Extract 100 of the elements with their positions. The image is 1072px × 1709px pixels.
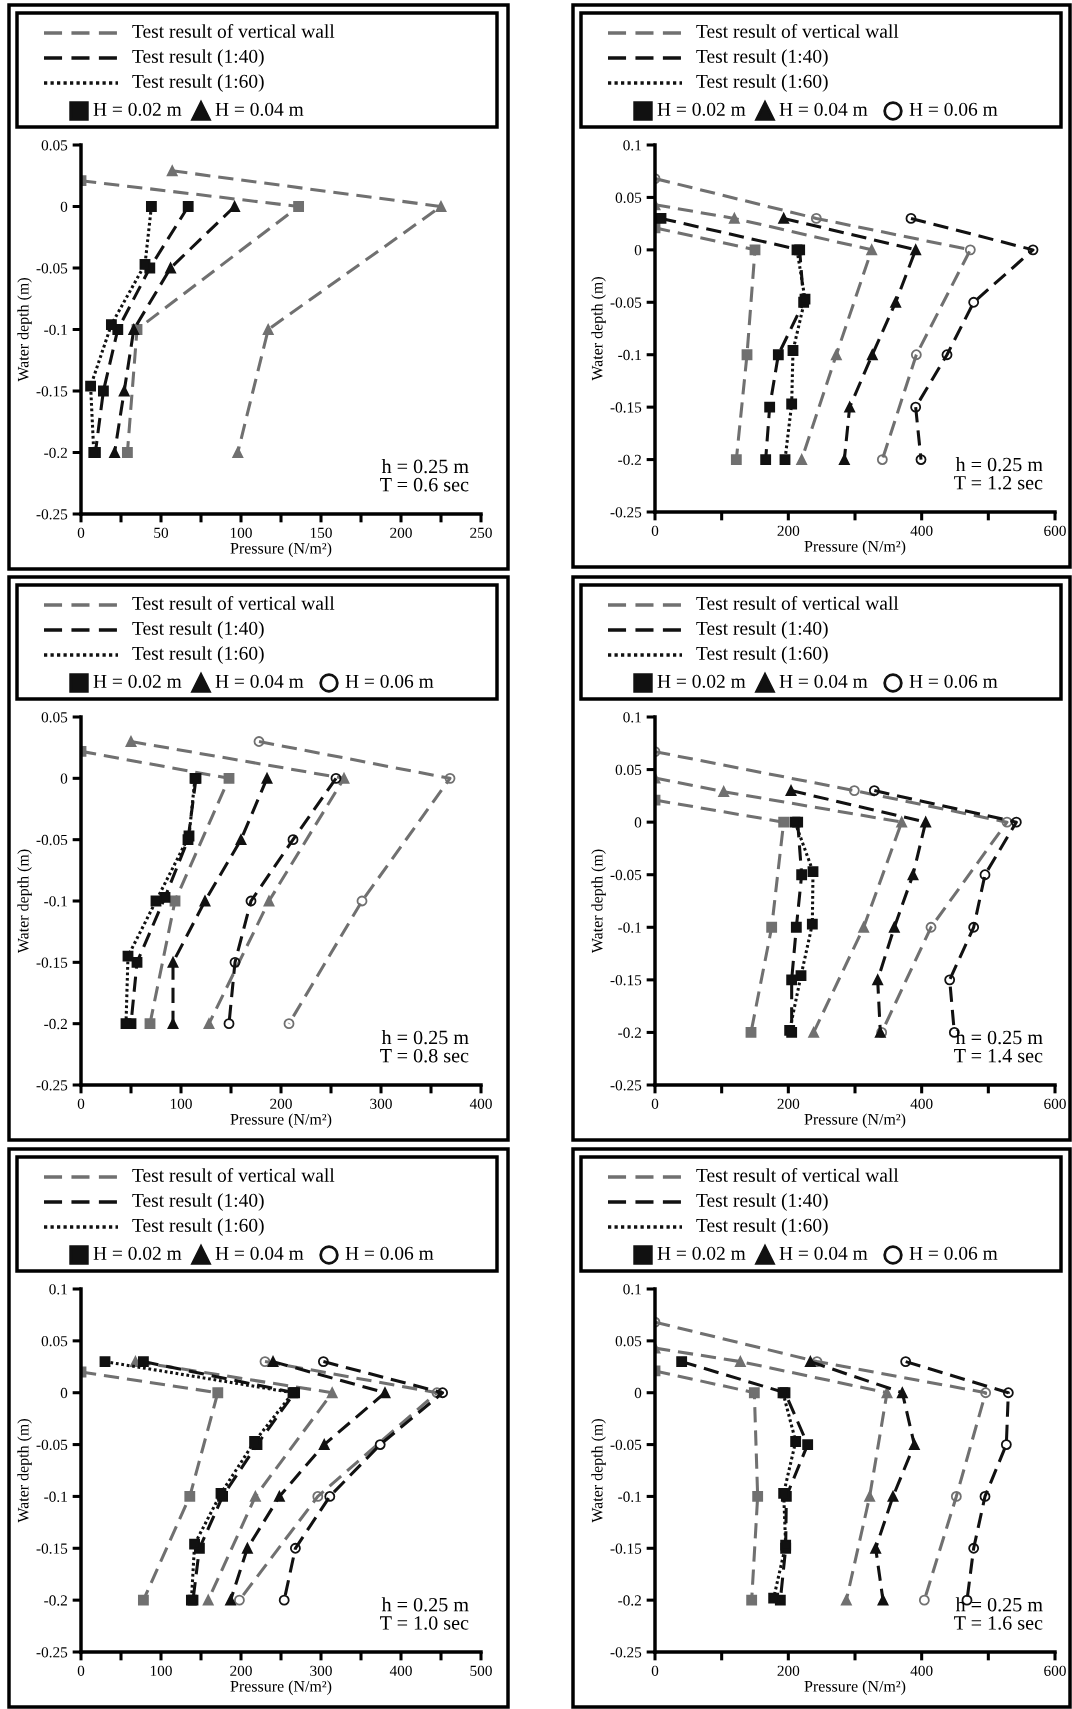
annotation: h = 0.25 m <box>381 459 469 474</box>
x-tick-label: 200 <box>270 1098 292 1109</box>
y-axis-title: Water depth (m) <box>17 1419 32 1523</box>
y-tick-label: -0.05 <box>610 297 642 308</box>
legend-label: Test result of vertical wall <box>696 595 899 610</box>
x-tick-label: 100 <box>230 527 252 538</box>
text: H = 0.06 m <box>345 1246 434 1260</box>
x-tick-label: 0 <box>77 1665 85 1676</box>
y-tick-label: -0.15 <box>610 1543 642 1554</box>
legend-label: Test result of vertical wall <box>132 595 335 610</box>
text: H = 0.06 m <box>909 1246 998 1260</box>
y-tick-label: -0.25 <box>610 1080 642 1091</box>
x-tick-label: 200 <box>390 527 412 538</box>
text: H = 0.06 m <box>909 674 998 688</box>
x-tick-label: 200 <box>777 1098 800 1109</box>
y-tick-label: 0 <box>60 773 68 784</box>
y-tick-label: 0.05 <box>41 712 68 723</box>
y-tick-label: -0.15 <box>36 1543 68 1554</box>
y-axis-title: Water depth (m) <box>591 277 606 381</box>
y-tick-label: -0.2 <box>618 1027 641 1038</box>
y-tick-label: 0.05 <box>615 764 642 776</box>
y-tick-label: 0 <box>634 1387 642 1399</box>
legend-label: Test result of vertical wall <box>696 23 899 38</box>
legend-label: Test result (1:60) <box>696 74 828 92</box>
x-axis-title: Pressure (N/m²) <box>804 1113 906 1128</box>
y-tick-label: -0.2 <box>44 447 67 459</box>
legend-label: Test result (1:60) <box>132 646 264 664</box>
y-tick-label: 0 <box>634 817 642 828</box>
x-axis-title: Pressure (N/m²) <box>804 540 906 555</box>
annotation: T = 0.6 sec <box>380 477 469 492</box>
x-tick-label: 200 <box>230 1665 252 1676</box>
y-tick-label: -0.1 <box>44 896 67 907</box>
annotation: h = 0.25 m <box>955 457 1043 472</box>
text: H = 0.06 m <box>345 674 434 688</box>
x-tick-label: 400 <box>910 1665 933 1676</box>
x-tick-label: 0 <box>77 1098 85 1109</box>
y-tick-label: -0.1 <box>44 324 67 336</box>
y-tick-label: -0.05 <box>610 869 642 881</box>
x-axis-title: Pressure (N/m²) <box>230 1680 332 1695</box>
x-tick-label: 600 <box>1044 1098 1066 1109</box>
annotation: T = 1.2 sec <box>954 476 1043 490</box>
legend-label: Test result (1:40) <box>132 621 264 639</box>
y-tick-label: -0.05 <box>610 1439 642 1451</box>
x-tick-label: 400 <box>469 1098 492 1109</box>
y-axis-title: Water depth (m) <box>591 1419 606 1523</box>
legend-label: Test result (1:60) <box>696 646 828 664</box>
y-tick-label: -0.2 <box>44 1018 67 1030</box>
x-tick-label: 0 <box>651 1665 659 1676</box>
text: H = 0.04 m <box>779 102 868 116</box>
x-tick-label: 50 <box>154 527 169 538</box>
text: H = 0.02 m <box>657 1246 746 1260</box>
annotation: T = 1.0 sec <box>380 1616 469 1630</box>
text: H = 0.02 m <box>93 674 182 688</box>
x-tick-label: 0 <box>77 527 85 538</box>
x-axis-title: Pressure (N/m²) <box>230 542 332 557</box>
legend-label: Test result (1:40) <box>132 49 264 67</box>
x-tick-label: 400 <box>389 1665 412 1676</box>
legend-label: Test result (1:40) <box>696 49 828 67</box>
legend-label: Test result (1:60) <box>132 1218 264 1236</box>
y-tick-label: -0.25 <box>610 1647 642 1658</box>
y-tick-label: -0.25 <box>36 1080 68 1091</box>
text: H = 0.02 m <box>93 1246 182 1260</box>
legend-label: Test result (1:60) <box>696 1218 828 1236</box>
x-tick-label: 150 <box>310 527 332 538</box>
y-tick-label: 0.05 <box>41 140 68 151</box>
y-tick-label: 0 <box>634 245 642 256</box>
text: H = 0.06 m <box>909 102 998 116</box>
y-tick-label: 0 <box>60 1387 68 1399</box>
y-tick-label: -0.1 <box>618 1491 641 1502</box>
y-tick-label: 0 <box>60 201 68 212</box>
legend-label: Test result of vertical wall <box>132 1167 335 1182</box>
y-tick-label: -0.1 <box>618 349 641 361</box>
y-tick-label: -0.15 <box>36 386 68 397</box>
y-tick-label: 0.05 <box>615 1336 642 1347</box>
text: H = 0.02 m <box>657 102 746 116</box>
x-tick-label: 200 <box>777 525 800 536</box>
y-tick-label: -0.15 <box>36 957 68 968</box>
legend-label: Test result of vertical wall <box>696 1167 899 1182</box>
annotation: T = 0.8 sec <box>380 1048 469 1063</box>
x-tick-label: 400 <box>910 525 933 536</box>
x-tick-label: 100 <box>150 1665 172 1676</box>
y-tick-label: -0.25 <box>36 1647 68 1658</box>
y-tick-label: -0.2 <box>44 1595 67 1606</box>
x-tick-label: 600 <box>1044 525 1066 536</box>
legend-label: Test result (1:40) <box>132 1193 264 1211</box>
text: H = 0.02 m <box>657 674 746 688</box>
y-tick-label: 0.05 <box>41 1336 68 1347</box>
text: H = 0.04 m <box>215 102 304 116</box>
annotation: h = 0.25 m <box>381 1030 469 1045</box>
annotation: h = 0.25 m <box>381 1597 469 1612</box>
annotation: T = 1.6 sec <box>954 1616 1043 1630</box>
y-tick-label: -0.1 <box>44 1491 67 1502</box>
y-tick-label: -0.05 <box>36 263 68 274</box>
text: H = 0.04 m <box>215 674 304 688</box>
text: H = 0.04 m <box>215 1246 304 1260</box>
x-axis-title: Pressure (N/m²) <box>804 1680 906 1695</box>
x-tick-label: 500 <box>470 1665 492 1676</box>
x-tick-label: 0 <box>651 1098 659 1109</box>
x-tick-label: 100 <box>170 1098 192 1109</box>
y-axis-title: Water depth (m) <box>17 849 32 954</box>
